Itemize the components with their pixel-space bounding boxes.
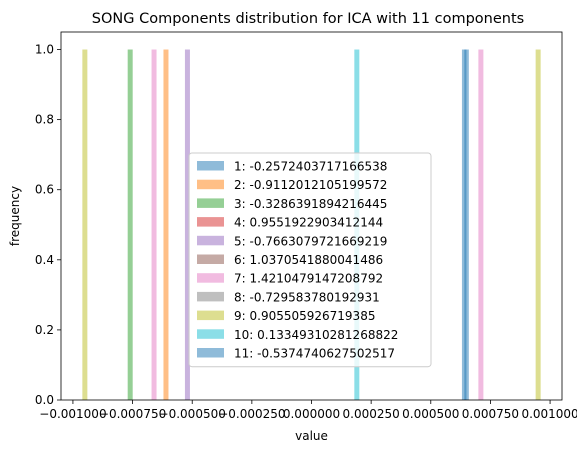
legend-label: 6: 1.0370541880041486 [234,253,383,267]
x-tick-label: 0.000000 [283,407,340,421]
legend-label: 10: 0.13349310281268822 [234,328,398,342]
bar-series-7 [151,49,157,401]
legend-swatch [197,348,224,358]
x-tick-label: 0.001000 [521,407,577,421]
legend-swatch [197,161,224,171]
legend-swatch [197,198,224,208]
legend-swatch [197,273,224,283]
legend-swatch [197,179,224,190]
y-tick-label: 0.0 [35,393,54,407]
x-tick-label: −0.001000 [39,407,106,421]
y-tick-label: 0.6 [35,183,54,197]
x-tick-label: −0.000750 [99,407,166,421]
y-axis-label: frequency [8,186,22,246]
chart-title: SONG Components distribution for ICA wit… [92,11,524,27]
y-ticks: 0.0 0.2 0.4 0.6 0.8 1.0 [35,43,61,407]
y-tick-label: 1.0 [35,43,54,57]
x-tick-label: 0.000500 [402,407,459,421]
legend-swatch [197,310,224,321]
legend-label: 7: 1.4210479147208792 [234,272,383,286]
legend-label: 2: -0.9112012105199572 [234,178,387,192]
bar-series-3 [127,49,133,401]
legend-swatch [197,235,224,246]
x-tick-label: 0.000250 [343,407,400,421]
legend-swatch [197,217,224,227]
legend: 1: -0.2572403717166538 2: -0.911201210519… [188,152,432,368]
legend-label: 5: -0.7663079721669219 [234,234,387,248]
x-tick-label: 0.000750 [462,407,519,421]
x-tick-label: −0.000250 [218,407,285,421]
bar-series-1 [461,49,467,401]
legend-label: 8: -0.729583780192931 [234,290,380,304]
y-tick-label: 0.8 [35,113,54,127]
legend-box [188,152,432,368]
bar-series-2 [163,49,169,401]
y-tick-label: 0.2 [35,323,54,337]
bar-series-7-b [478,49,484,401]
legend-label: 3: -0.3286391894216445 [234,197,387,211]
legend-label: 9: 0.905505926719385 [234,309,375,323]
legend-label: 4: 0.9551922903412144 [234,216,383,230]
legend-label: 11: -0.5374740627502517 [234,347,395,361]
x-tick-label: −0.000500 [159,407,226,421]
bar-series-9-b [535,49,541,401]
bar-series-5 [184,49,190,401]
bar-series-9 [82,49,88,401]
bar-series-11 [464,49,469,401]
legend-swatch [197,329,224,339]
x-axis-label: value [295,429,328,443]
x-ticks: −0.001000−0.000750−0.000500−0.0002500.00… [39,400,577,421]
legend-label: 1: -0.2572403717166538 [234,160,387,174]
legend-swatch [197,254,224,264]
legend-swatch [197,291,224,302]
y-tick-label: 0.4 [35,253,54,267]
